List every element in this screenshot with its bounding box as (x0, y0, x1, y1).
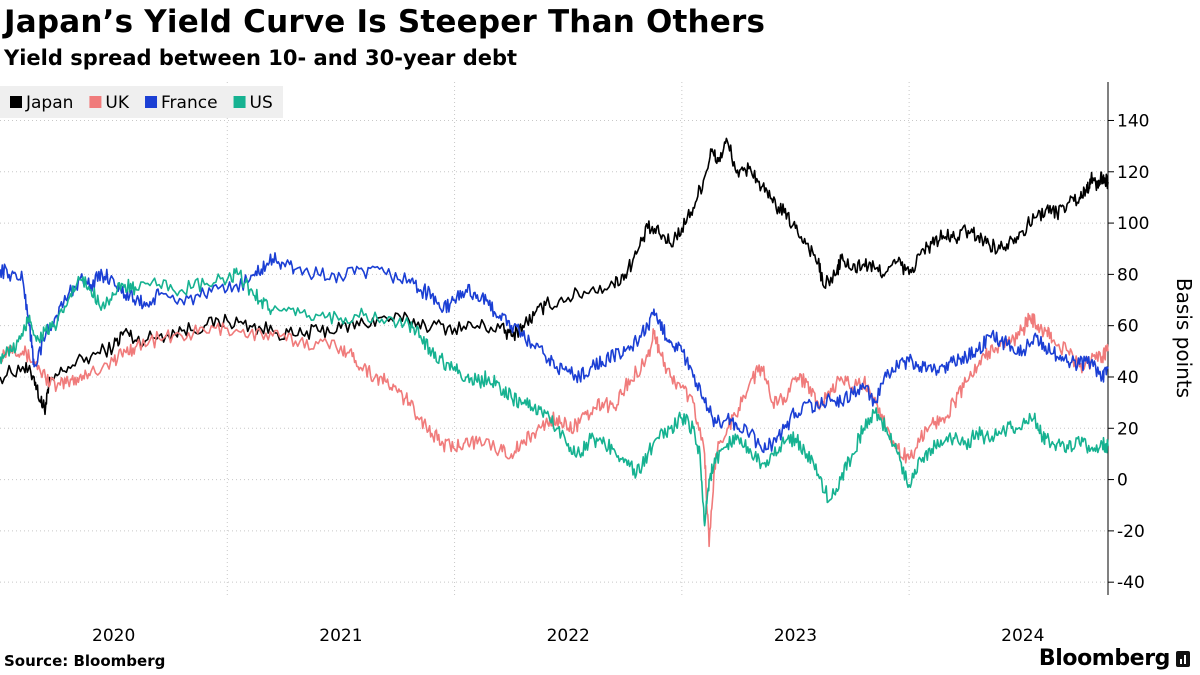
series-line-france (0, 252, 1109, 454)
y-tick-label-6: 20 (1117, 419, 1139, 439)
y-tick-label-8: -20 (1117, 522, 1145, 542)
legend-swatch-uk (89, 96, 102, 108)
brand-wordmark: Bloomberg (1038, 646, 1171, 671)
y-tick-label-5: 40 (1117, 368, 1139, 388)
x-tick-label-4: 2024 (1001, 626, 1044, 646)
legend-label-uk: UK (105, 93, 129, 113)
bloomberg-logo: Bloomberg (1039, 646, 1190, 671)
legend-swatch-us (233, 96, 246, 108)
y-tick-label-4: 60 (1117, 317, 1139, 337)
legend-swatch-france (145, 96, 158, 108)
series-line-japan (0, 137, 1109, 416)
x-tick-label-3: 2023 (774, 626, 817, 646)
y-tick-label-9: -40 (1117, 573, 1145, 593)
y-axis-title: Basis points (1172, 278, 1196, 398)
source-note: Source: Bloomberg (4, 652, 166, 670)
legend-label-france: France (161, 93, 218, 113)
series-line-us (0, 267, 1109, 527)
x-tick-label-2: 2022 (547, 626, 590, 646)
legend-swatch-japan (10, 96, 22, 108)
y-tick-label-2: 100 (1117, 214, 1149, 234)
x-tick-label-0: 2020 (92, 626, 135, 646)
bloomberg-terminal-icon (1176, 650, 1190, 667)
y-tick-label-3: 80 (1117, 265, 1139, 285)
y-tick-label-7: 0 (1117, 471, 1128, 491)
y-tick-label-0: 140 (1117, 111, 1149, 131)
legend-label-japan: Japan (25, 93, 73, 113)
legend-label-us: US (250, 93, 273, 113)
series-line-uk (0, 312, 1109, 548)
chart-subtitle: Yield spread between 10- and 30-year deb… (4, 46, 518, 70)
chart-title: Japan’s Yield Curve Is Steeper Than Othe… (4, 4, 766, 40)
x-tick-label-1: 2021 (319, 626, 362, 646)
y-tick-label-1: 120 (1117, 163, 1149, 183)
